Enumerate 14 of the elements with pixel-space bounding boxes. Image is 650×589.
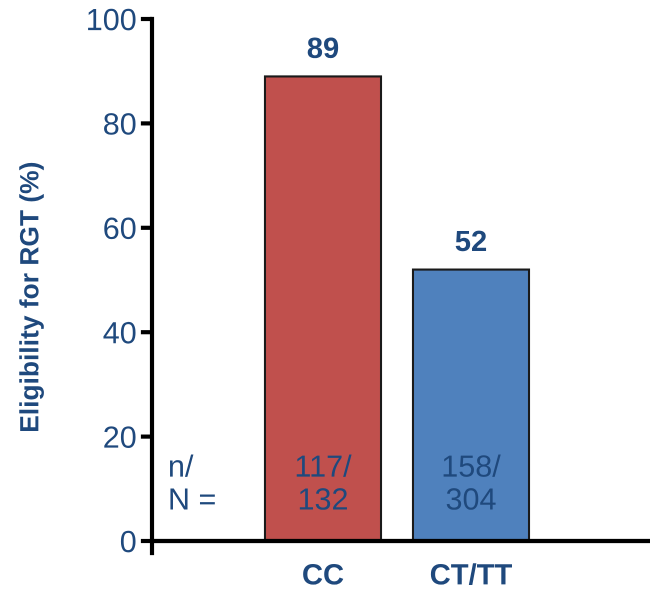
y-tick-label: 80	[104, 113, 136, 135]
y-tick-label: 20	[104, 426, 136, 448]
x-tick-label: CC	[303, 564, 344, 585]
annotation: 158/ 304	[444, 454, 501, 510]
data-label: 52	[456, 230, 486, 252]
annotation: n/ N =	[170, 454, 215, 510]
y-tick-label: 60	[104, 218, 136, 240]
y-tick-label: 0	[120, 530, 136, 552]
y-tick-label: 40	[103, 322, 136, 344]
annotation: 117/ 132	[296, 454, 352, 510]
data-label: 89	[308, 38, 338, 58]
x-tick-label: CT/TT	[430, 563, 512, 585]
y-tick-label: 100	[88, 8, 136, 30]
y-axis-title: Eligibility for RGT (%)	[19, 162, 44, 432]
